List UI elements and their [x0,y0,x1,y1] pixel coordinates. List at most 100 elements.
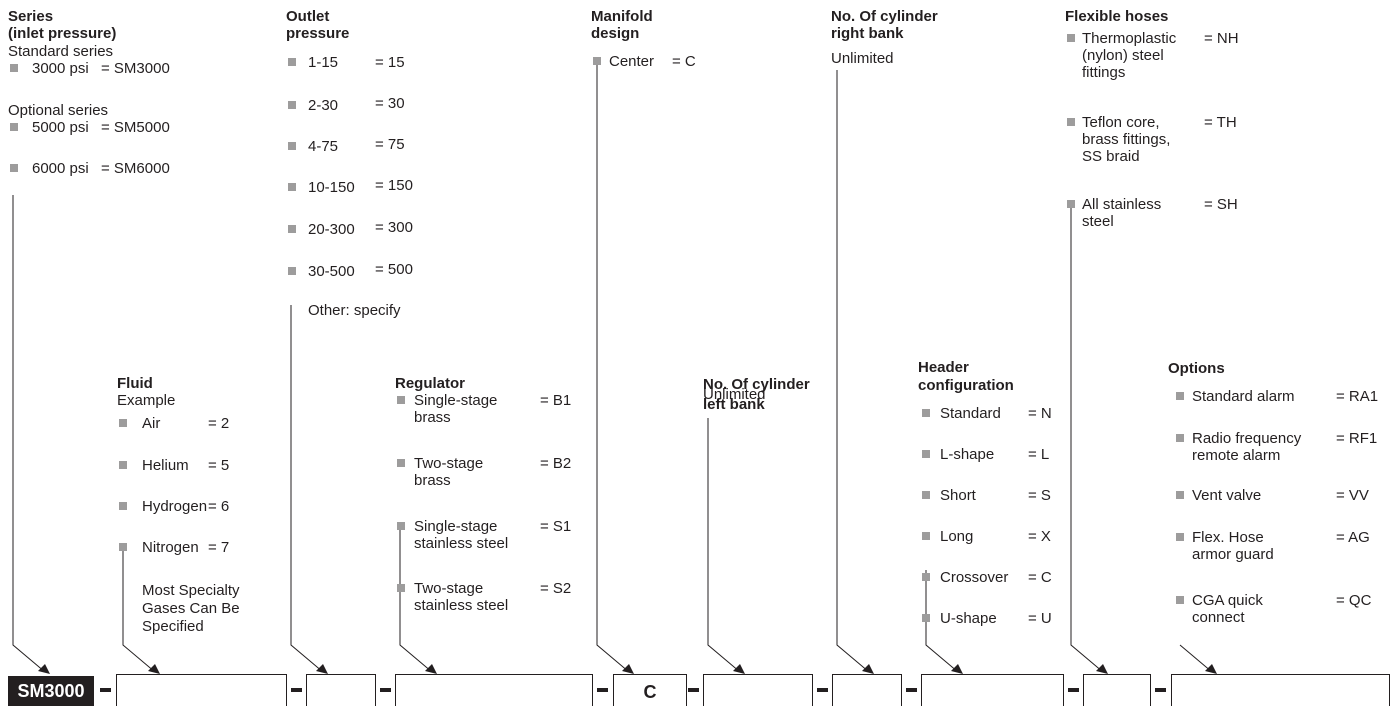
bullet-icon [922,409,930,417]
hoses-code-box[interactable] [1083,674,1151,706]
outlet-item-label: 4-75 [308,138,339,155]
right-bank-code-box[interactable] [832,674,902,706]
regulator-item-code: = S1 [540,518,572,535]
left-bank-heading-line1: No. Of cylinder [703,376,810,393]
manifold-code-box[interactable] [613,674,687,706]
option-item-line: armor guard [1192,546,1274,563]
right-bank-heading-line1: No. Of cylinder [831,8,938,25]
series-5000-code: = SM5000 [101,119,170,136]
bullet-icon [1176,392,1184,400]
bullet-icon [288,225,296,233]
hose-item-code: = SH [1204,196,1238,213]
arrowhead-regulator [425,664,437,674]
option-item-line: Radio frequency [1192,430,1302,447]
fluid-item-label: Helium [142,457,189,474]
manifold-center-code: = C [672,53,696,70]
fluid-heading: Fluid [117,375,153,392]
leader-header-config [925,570,959,673]
arrowhead-manifold [622,664,634,674]
header-config-item-label: Standard [940,405,1001,422]
leader-fluid [122,548,156,673]
regulator-item-line: brass [414,472,451,489]
fluid-code-box[interactable] [116,674,287,706]
header-config-item-label: Crossover [940,569,1009,586]
bullet-icon [397,522,405,530]
fluid-item-code: = 2 [208,415,230,432]
header-config-item-code: = C [1028,569,1052,586]
left-bank-heading-line2: left bank [703,396,765,413]
series-3000-code: = SM3000 [101,60,170,77]
bullet-icon [922,614,930,622]
series-5000-label: 5000 psi [32,119,89,136]
outlet-item-label: 10-150 [308,179,355,196]
outlet-heading-line2: pressure [286,25,350,42]
series-heading-line1: Series [8,8,54,25]
right-bank-value: Unlimited [831,50,894,67]
leader-manifold [596,65,630,673]
left-bank-code-box[interactable] [703,674,813,706]
option-item-code: = RA1 [1336,388,1379,405]
header-config-item-code: = N [1028,405,1052,422]
leader-outlet [290,305,324,673]
outlet-heading-line1: Outlet [286,8,330,25]
outlet-item-code: = 300 [375,219,413,236]
bullet-icon [288,58,296,66]
option-item-code: = AG [1336,529,1370,546]
hose-item-line: brass fittings, [1082,131,1171,148]
outlet-item-label: 2-30 [308,97,339,114]
regulator-item-code: = S2 [540,580,572,597]
outlet-other: Other: specify [308,302,401,319]
series-heading-line2: (inlet pressure) [8,25,117,42]
code-separator [1068,688,1079,692]
bullet-icon [10,164,18,172]
arrowhead-right-bank [862,664,874,674]
hoses-heading: Flexible hoses [1065,8,1169,25]
code-separator [817,688,828,692]
bullet-icon [288,267,296,275]
code-separator [100,688,111,692]
bullet-icon [397,396,405,404]
hose-item-code: = TH [1204,114,1237,131]
regulator-item-line: Single-stage [414,392,498,409]
bullet-icon [288,183,296,191]
hose-item-code: = NH [1204,30,1239,47]
bullet-icon [10,64,18,72]
regulator-heading: Regulator [395,375,466,392]
series-code-prefix: SM3000 [8,676,94,706]
arrowhead-header-config [951,664,963,674]
leader-series [12,195,46,673]
fluid-item-code: = 5 [208,457,230,474]
regulator-item-line: stainless steel [414,597,509,614]
manifold-heading-line1: Manifold [591,8,653,25]
regulator-code-box[interactable] [395,674,593,706]
bullet-icon [397,584,405,592]
regulator-item-code: = B1 [540,392,572,409]
bullet-icon [119,419,127,427]
fluid-note-line: Gases Can Be [142,600,240,617]
outlet-item-code: = 15 [375,54,405,71]
option-item-code: = RF1 [1336,430,1378,447]
hose-item-line: Teflon core, [1082,114,1160,131]
code-separator [688,688,699,692]
header-config-code-box[interactable] [921,674,1064,706]
hose-item-line: steel [1082,213,1114,230]
bullet-icon [119,543,127,551]
bullet-icon [288,101,296,109]
option-item-code: = VV [1336,487,1369,504]
outlet-item-label: 30-500 [308,263,355,280]
regulator-item-line: Two-stage [414,455,484,472]
hose-item-line: fittings [1082,64,1126,81]
bullet-icon [922,532,930,540]
outlet-item-label: 20-300 [308,221,355,238]
outlet-item-code: = 150 [375,177,413,194]
fluid-note-line: Most Specialty [142,582,240,599]
code-separator [597,688,608,692]
arrowhead-series [38,664,50,674]
bullet-icon [288,142,296,150]
right-bank-heading-line2: right bank [831,25,904,42]
bullet-icon [1067,200,1075,208]
bullet-icon [593,57,601,65]
options-code-box[interactable] [1171,674,1390,706]
outlet-code-box[interactable] [306,674,376,706]
series-6000-code: = SM6000 [101,160,170,177]
